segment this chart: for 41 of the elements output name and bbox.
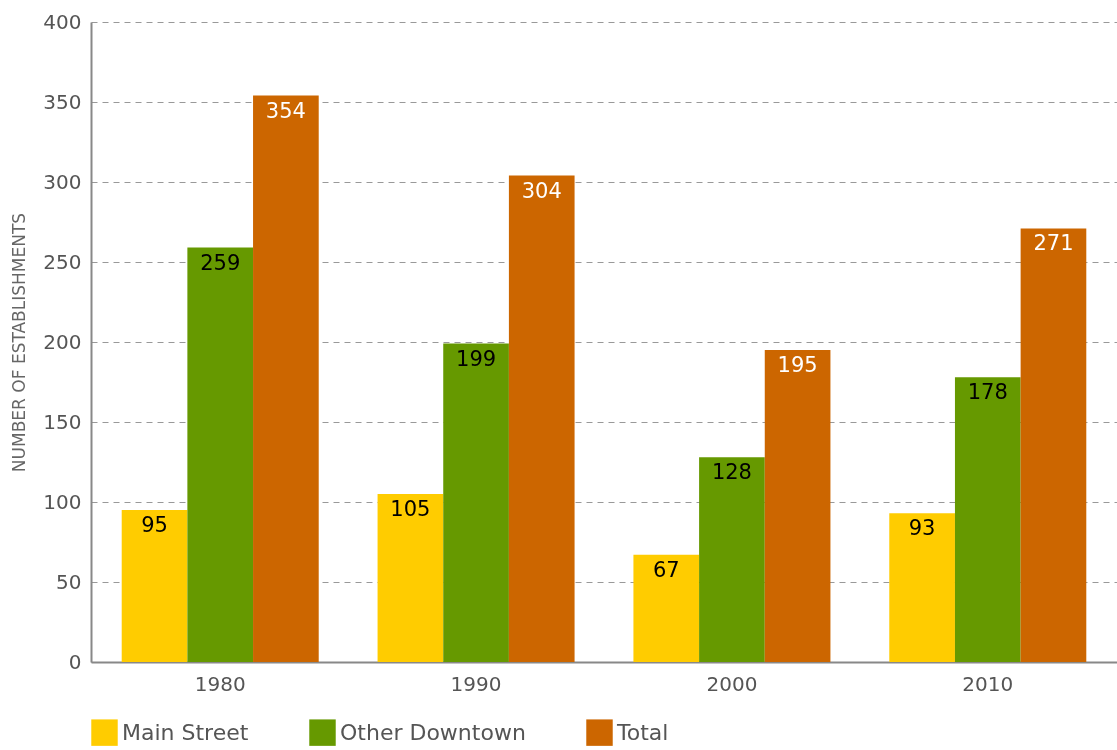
y-tick-label: 350 bbox=[43, 89, 82, 114]
bar bbox=[121, 510, 188, 662]
y-tick-label: 200 bbox=[43, 329, 82, 354]
bar bbox=[699, 457, 765, 662]
data-label: 105 bbox=[390, 497, 431, 521]
data-label: 67 bbox=[652, 557, 680, 582]
data-label: 178 bbox=[967, 380, 1008, 405]
data-label: 259 bbox=[200, 250, 241, 275]
legend-label: Main Street bbox=[122, 719, 249, 745]
y-tick-label: 100 bbox=[43, 489, 82, 514]
bar bbox=[954, 377, 1021, 662]
bar bbox=[633, 554, 700, 662]
y-tick-label: 150 bbox=[43, 409, 82, 434]
bar bbox=[1020, 228, 1087, 662]
data-label: 195 bbox=[777, 353, 818, 377]
y-tick-label: 50 bbox=[56, 569, 82, 594]
bar bbox=[377, 494, 444, 662]
y-tick-label: 0 bbox=[68, 649, 82, 674]
x-tick-label: 2000 bbox=[706, 671, 758, 696]
x-tick-label: 1980 bbox=[194, 671, 246, 696]
y-tick-label: 300 bbox=[43, 169, 82, 194]
bar bbox=[253, 95, 319, 662]
x-tick-label: 1990 bbox=[450, 671, 502, 696]
data-label: 95 bbox=[141, 513, 168, 537]
data-label: 199 bbox=[456, 346, 497, 371]
bar bbox=[889, 513, 955, 662]
data-label: 128 bbox=[711, 460, 752, 485]
legend-label: Other Downtown bbox=[340, 719, 526, 745]
bar bbox=[508, 175, 575, 662]
x-tick-label: 2010 bbox=[962, 671, 1014, 696]
data-label: 271 bbox=[1033, 231, 1074, 256]
data-label: 354 bbox=[265, 98, 306, 123]
bar bbox=[443, 343, 509, 662]
data-label: 93 bbox=[908, 516, 936, 541]
y-tick-label: 400 bbox=[43, 9, 82, 34]
data-label: 304 bbox=[521, 178, 562, 203]
y-axis-title: NUMBER OF ESTABLISHMENTS bbox=[9, 212, 30, 473]
legend-label: Total bbox=[616, 719, 669, 745]
y-tick-label: 250 bbox=[43, 249, 82, 274]
bar bbox=[764, 350, 831, 662]
bar bbox=[187, 247, 254, 662]
